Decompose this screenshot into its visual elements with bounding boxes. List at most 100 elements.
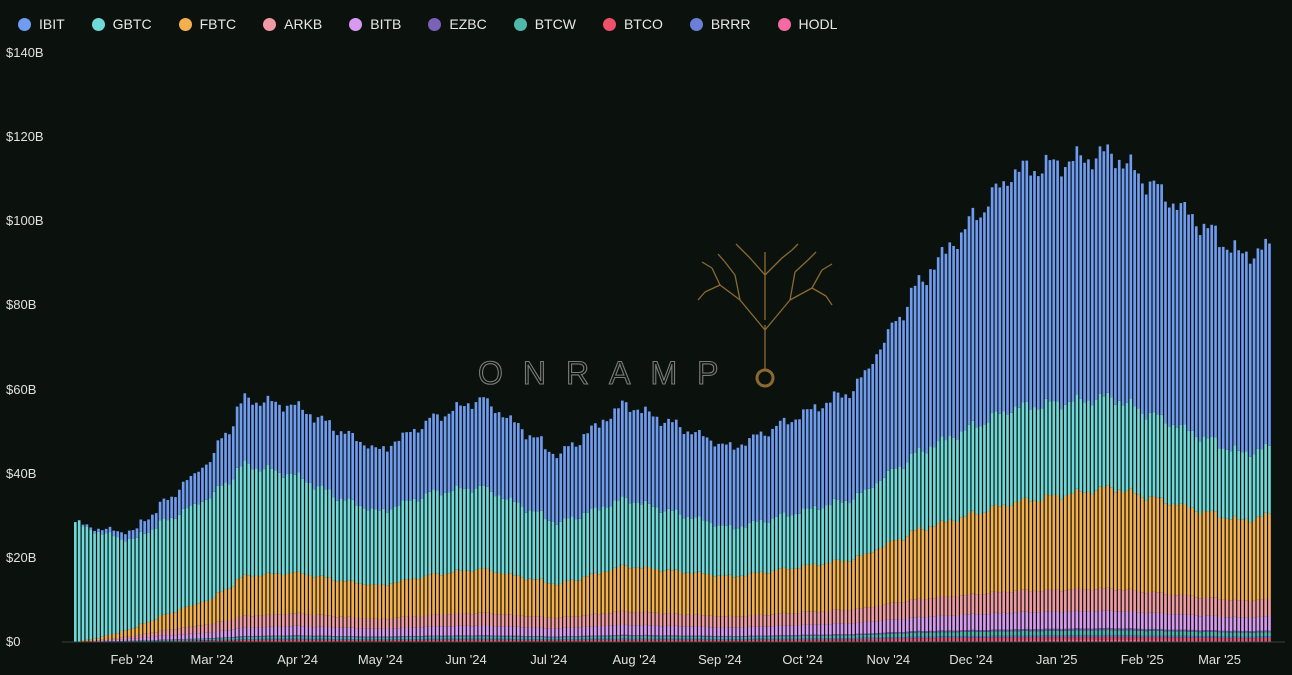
bar-segment-gbtc[interactable] [1098, 393, 1102, 487]
bar-segment-arkb[interactable] [1021, 589, 1025, 612]
bar-segment-btco[interactable] [1225, 638, 1229, 641]
bar-segment-bitb[interactable] [258, 627, 262, 636]
bar-segment-arkb[interactable] [135, 635, 139, 639]
bar-segment-ezbc[interactable] [624, 634, 628, 636]
bar-segment-ibit[interactable] [158, 501, 162, 521]
bar-segment-gbtc[interactable] [597, 510, 601, 575]
bar-segment-btco[interactable] [1268, 637, 1271, 641]
bar-segment-ezbc[interactable] [829, 634, 832, 636]
bar-segment-gbtc[interactable] [894, 468, 898, 541]
bar-segment-bitb[interactable] [124, 639, 127, 641]
bar-segment-btcw[interactable] [840, 635, 844, 639]
bar-segment-brrr[interactable] [1025, 635, 1029, 638]
bar-segment-fbtc[interactable] [690, 573, 693, 616]
bar-segment-hodl[interactable] [1137, 640, 1140, 642]
bar-segment-bitb[interactable] [898, 619, 901, 632]
bar-segment-brrr[interactable] [832, 638, 836, 640]
bar-segment-arkb[interactable] [651, 612, 655, 626]
bar-segment-hodl[interactable] [971, 640, 975, 642]
bar-segment-bitb[interactable] [355, 628, 358, 637]
bar-segment-ezbc[interactable] [567, 636, 570, 638]
bar-segment-arkb[interactable] [632, 612, 636, 626]
bar-segment-arkb[interactable] [782, 612, 786, 626]
bar-segment-btcw[interactable] [1252, 632, 1256, 637]
bar-segment-gbtc[interactable] [1006, 414, 1009, 507]
bar-segment-fbtc[interactable] [659, 571, 663, 615]
bar-segment-ezbc[interactable] [455, 635, 459, 637]
bar-segment-hodl[interactable] [882, 640, 886, 642]
bar-segment-gbtc[interactable] [775, 516, 778, 570]
bar-segment-arkb[interactable] [89, 640, 93, 642]
legend-item-gbtc[interactable]: GBTC [91, 16, 152, 32]
bar-segment-brrr[interactable] [324, 638, 328, 640]
bar-segment-btco[interactable] [1237, 638, 1240, 641]
bar-segment-ibit[interactable] [906, 306, 909, 463]
bar-segment-fbtc[interactable] [555, 585, 559, 619]
bar-segment-btcw[interactable] [875, 634, 878, 638]
bar-segment-gbtc[interactable] [443, 492, 447, 574]
bar-segment-btcw[interactable] [513, 636, 516, 639]
bar-segment-brrr[interactable] [547, 639, 551, 641]
bar-segment-arkb[interactable] [343, 617, 347, 628]
bar-segment-ibit[interactable] [282, 411, 285, 478]
bar-segment-btcw[interactable] [802, 635, 805, 639]
bar-segment-bitb[interactable] [505, 626, 509, 636]
bar-segment-gbtc[interactable] [1171, 424, 1175, 504]
bar-segment-fbtc[interactable] [89, 639, 93, 641]
bar-segment-fbtc[interactable] [355, 583, 358, 619]
bar-segment-gbtc[interactable] [855, 492, 859, 556]
bar-segment-arkb[interactable] [301, 613, 304, 627]
bar-segment-fbtc[interactable] [624, 565, 628, 612]
bar-segment-arkb[interactable] [601, 613, 605, 626]
bar-segment-brrr[interactable] [628, 638, 632, 640]
bar-segment-btco[interactable] [1106, 637, 1110, 640]
bar-segment-btcw[interactable] [667, 636, 670, 639]
bar-segment-ezbc[interactable] [790, 635, 794, 637]
bar-segment-ezbc[interactable] [451, 635, 455, 637]
bar-segment-btco[interactable] [370, 640, 374, 642]
bar-segment-fbtc[interactable] [439, 575, 443, 616]
bar-segment-ibit[interactable] [1098, 146, 1102, 394]
bar-segment-ibit[interactable] [651, 416, 655, 507]
bar-segment-fbtc[interactable] [505, 574, 509, 615]
bar-segment-btcw[interactable] [486, 636, 489, 639]
bar-segment-brrr[interactable] [1187, 635, 1190, 638]
bar-segment-ibit[interactable] [667, 418, 670, 509]
bar-segment-ibit[interactable] [551, 453, 555, 522]
bar-segment-bitb[interactable] [994, 612, 998, 630]
legend-item-fbtc[interactable]: FBTC [178, 16, 236, 32]
bar-segment-ibit[interactable] [1202, 223, 1206, 437]
bar-segment-fbtc[interactable] [921, 529, 925, 600]
bar-segment-btco[interactable] [605, 639, 609, 642]
bar-segment-fbtc[interactable] [605, 571, 609, 614]
bar-segment-brrr[interactable] [316, 638, 320, 640]
bar-segment-btcw[interactable] [289, 636, 293, 639]
bar-segment-btcw[interactable] [1129, 630, 1133, 636]
bar-segment-ezbc[interactable] [255, 635, 258, 637]
bar-segment-ibit[interactable] [316, 417, 320, 487]
bar-segment-fbtc[interactable] [933, 526, 936, 599]
bar-segment-fbtc[interactable] [516, 575, 520, 616]
bar-segment-fbtc[interactable] [825, 563, 828, 612]
bar-segment-gbtc[interactable] [686, 516, 690, 573]
bar-segment-bitb[interactable] [959, 615, 963, 631]
bar-segment-fbtc[interactable] [1052, 494, 1056, 590]
bar-segment-gbtc[interactable] [909, 453, 913, 531]
bar-segment-arkb[interactable] [1252, 600, 1256, 618]
bar-segment-btco[interactable] [886, 638, 890, 641]
bar-segment-btcw[interactable] [1021, 630, 1025, 636]
bar-segment-btcw[interactable] [505, 636, 509, 639]
bar-segment-gbtc[interactable] [882, 477, 886, 547]
bar-segment-fbtc[interactable] [740, 575, 744, 617]
bar-segment-fbtc[interactable] [451, 572, 455, 615]
bar-segment-bitb[interactable] [998, 613, 1002, 630]
bar-segment-ibit[interactable] [255, 402, 258, 469]
bar-segment-btcw[interactable] [832, 635, 836, 639]
bar-segment-ibit[interactable] [201, 467, 204, 502]
bar-segment-ibit[interactable] [355, 441, 358, 506]
bar-segment-gbtc[interactable] [786, 516, 790, 570]
bar-segment-ibit[interactable] [405, 432, 408, 501]
bar-segment-fbtc[interactable] [1260, 516, 1264, 600]
bar-segment-ezbc[interactable] [235, 636, 239, 638]
bar-segment-btcw[interactable] [1167, 631, 1171, 636]
